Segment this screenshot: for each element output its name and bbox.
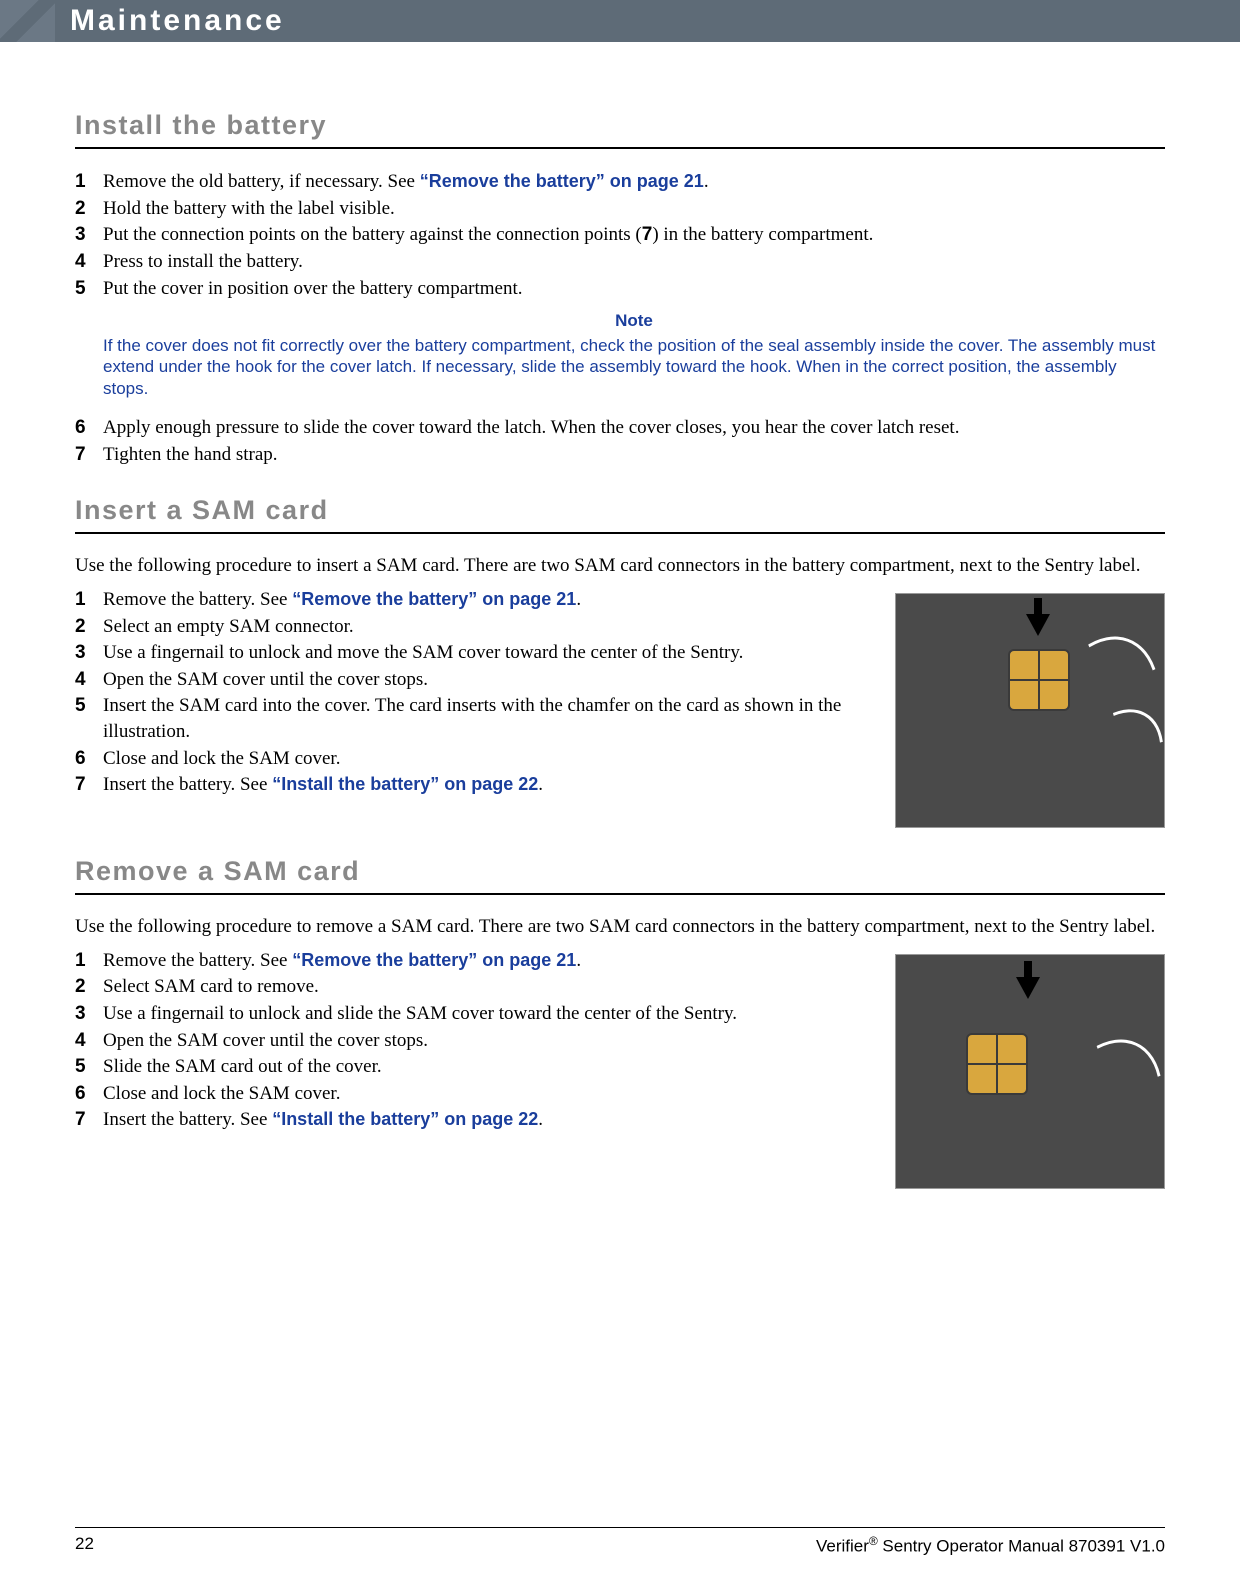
step-item: Remove the battery. See “Remove the batt… — [75, 587, 871, 613]
section-divider — [75, 147, 1165, 149]
step-item: Select SAM card to remove. — [75, 974, 871, 1000]
page-number: 22 — [75, 1534, 94, 1557]
install-battery-steps-1: Remove the old battery, if necessary. Se… — [75, 169, 1165, 301]
section-divider — [75, 532, 1165, 534]
chapter-title: Maintenance — [70, 4, 285, 38]
cross-reference-link[interactable]: “Install the battery” on page 22 — [272, 774, 538, 794]
step-item: Select an empty SAM connector. — [75, 614, 871, 640]
step-item: Insert the SAM card into the cover. The … — [75, 693, 871, 744]
doc-id: Verifier® Sentry Operator Manual 870391 … — [816, 1534, 1165, 1557]
insert-sam-row: Remove the battery. See “Remove the batt… — [75, 587, 1165, 828]
step-item: Put the cover in position over the batte… — [75, 276, 1165, 302]
cross-reference-link[interactable]: “Remove the battery” on page 21 — [292, 589, 576, 609]
step-item: Insert the battery. See “Install the bat… — [75, 1107, 871, 1133]
cross-reference-link[interactable]: “Remove the battery” on page 21 — [292, 950, 576, 970]
step-item: Press to install the battery. — [75, 249, 1165, 275]
step-item: Use a fingernail to unlock and move the … — [75, 640, 871, 666]
step-item: Close and lock the SAM cover. — [75, 1081, 871, 1107]
remove-sam-steps: Remove the battery. See “Remove the batt… — [75, 948, 871, 1133]
section-remove-sam-title: Remove a SAM card — [75, 856, 1165, 887]
page-content: Install the battery Remove the old batte… — [0, 42, 1240, 1189]
step-item: Remove the old battery, if necessary. Se… — [75, 169, 1165, 195]
arrow-down-icon — [1026, 614, 1050, 636]
section-install-battery-title: Install the battery — [75, 110, 1165, 141]
callout-number: 7 — [642, 224, 653, 245]
section-divider — [75, 893, 1165, 895]
cross-reference-link[interactable]: “Remove the battery” on page 21 — [420, 171, 704, 191]
note-label: Note — [103, 311, 1165, 331]
step-item: Insert the battery. See “Install the bat… — [75, 772, 871, 798]
step-item: Put the connection points on the battery… — [75, 222, 1165, 248]
section-insert-sam-title: Insert a SAM card — [75, 495, 1165, 526]
insert-sam-illustration — [895, 593, 1165, 828]
remove-sam-illustration — [895, 954, 1165, 1189]
chapter-header: Maintenance — [0, 0, 1240, 42]
remove-sam-intro: Use the following procedure to remove a … — [75, 915, 1165, 940]
step-item: Use a fingernail to unlock and slide the… — [75, 1001, 871, 1027]
motion-arc-icon — [1015, 1019, 1165, 1188]
page-footer: 22 Verifier® Sentry Operator Manual 8703… — [75, 1527, 1165, 1557]
step-item: Hold the battery with the label visible. — [75, 196, 1165, 222]
step-item: Apply enough pressure to slide the cover… — [75, 415, 1165, 441]
insert-sam-intro: Use the following procedure to insert a … — [75, 554, 1165, 579]
step-item: Close and lock the SAM cover. — [75, 746, 871, 772]
step-item: Open the SAM cover until the cover stops… — [75, 667, 871, 693]
note-body: If the cover does not fit correctly over… — [103, 335, 1165, 399]
remove-sam-row: Remove the battery. See “Remove the batt… — [75, 948, 1165, 1189]
cross-reference-link[interactable]: “Install the battery” on page 22 — [272, 1109, 538, 1129]
step-item: Remove the battery. See “Remove the batt… — [75, 948, 871, 974]
insert-sam-steps: Remove the battery. See “Remove the batt… — [75, 587, 871, 798]
arrow-down-icon — [1016, 977, 1040, 999]
sam-chip-icon — [966, 1033, 1028, 1095]
install-battery-steps-2: Apply enough pressure to slide the cover… — [75, 415, 1165, 467]
step-item: Open the SAM cover until the cover stops… — [75, 1028, 871, 1054]
install-battery-note: Note If the cover does not fit correctly… — [103, 311, 1165, 399]
step-item: Slide the SAM card out of the cover. — [75, 1054, 871, 1080]
step-item: Tighten the hand strap. — [75, 442, 1165, 468]
